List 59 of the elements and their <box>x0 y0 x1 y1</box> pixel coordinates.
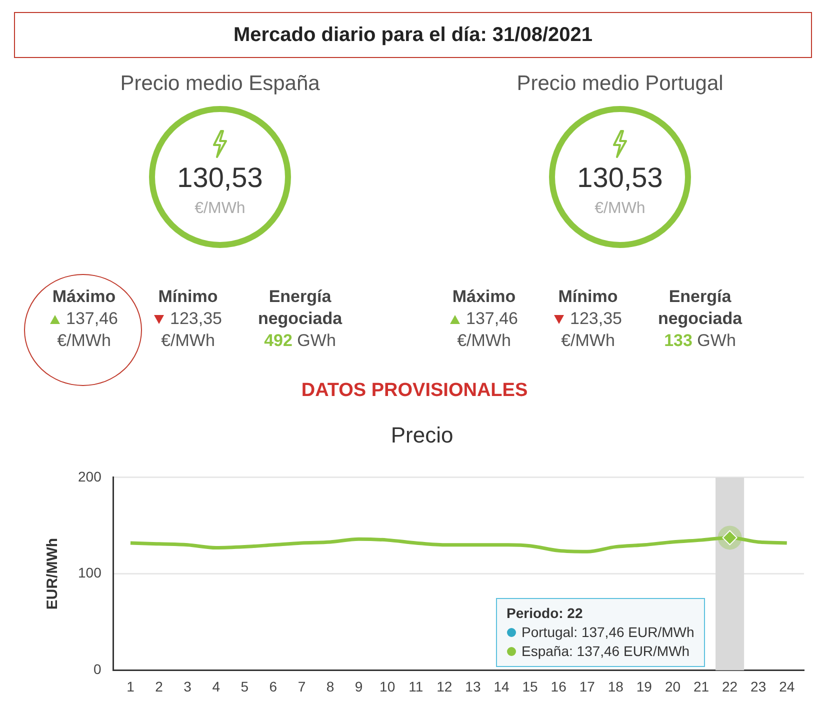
x-tick-label: 1 <box>126 678 135 694</box>
text: DATOS PROVISIONALES <box>300 380 529 402</box>
y-tick-label: 100 <box>78 564 102 581</box>
text: Precio medio Portugal <box>516 72 724 96</box>
text: Energía negociada <box>258 287 342 328</box>
text: 133 <box>664 331 692 350</box>
y-tick-label: 200 <box>78 468 102 484</box>
text: 130,53 <box>176 162 264 194</box>
x-tick-label: 6 <box>269 678 278 694</box>
x-tick-label: 22 <box>722 678 738 694</box>
text: €/MWh <box>194 200 246 218</box>
text: Máximo <box>52 287 116 306</box>
x-tick-label: 21 <box>693 678 710 694</box>
x-tick-label: 16 <box>550 678 567 694</box>
x-tick-label: 18 <box>608 678 624 694</box>
text: 123,35 <box>570 309 622 328</box>
text: 137,46 <box>66 309 118 328</box>
x-tick-label: 19 <box>636 678 652 694</box>
x-tick-label: 14 <box>494 678 510 694</box>
x-tick-label: 24 <box>779 678 795 694</box>
x-tick-label: 12 <box>436 678 452 694</box>
text: Mínimo <box>158 287 218 306</box>
text: €/MWh <box>161 331 215 350</box>
x-tick-label: 7 <box>298 678 306 694</box>
annotation: Periodo: 22 <box>506 605 583 622</box>
text: €/MWh <box>561 331 615 350</box>
text: 137,46 <box>466 309 518 328</box>
x-tick-label: 3 <box>184 678 192 694</box>
chart-title: Precio <box>390 422 454 448</box>
text: Mercado diario para el día: 31/08/2021 <box>14 12 812 58</box>
text: Máximo <box>452 287 516 306</box>
text: 492 <box>264 331 292 350</box>
tooltip-box: Periodo: 22 Portugal: 137,46 EUR/MWh España: 137,46 EUR/MWh <box>496 598 706 668</box>
annotation: Portugal: 137,46 EUR/MWh <box>522 624 694 640</box>
text: €/MWh <box>594 200 646 218</box>
y-axis-title: EUR/MWh <box>44 538 62 610</box>
x-tick-label: 20 <box>664 678 681 694</box>
text: Energía negociada <box>658 287 742 328</box>
x-tick-label: 5 <box>240 678 249 694</box>
x-tick-label: 2 <box>155 678 164 694</box>
text: €/MWh <box>457 331 511 350</box>
annotation: España: 137,46 EUR/MWh <box>522 643 690 660</box>
text: Mínimo <box>558 287 618 306</box>
x-tick-label: 15 <box>522 678 538 694</box>
text: GWh <box>296 331 336 350</box>
text: €/MWh <box>57 331 111 350</box>
x-tick-label: 9 <box>354 678 363 694</box>
x-tick-label: 17 <box>579 678 596 694</box>
x-tick-label: 13 <box>465 678 481 694</box>
x-tick-label: 11 <box>408 678 424 694</box>
text: 130,53 <box>576 162 664 194</box>
x-tick-label: 8 <box>326 678 334 694</box>
y-tick-label: 0 <box>94 661 102 678</box>
text: GWh <box>696 331 736 350</box>
x-tick-label: 4 <box>212 678 220 694</box>
x-tick-label: 10 <box>380 678 396 694</box>
text: Precio medio España <box>119 72 321 96</box>
x-tick-label: 23 <box>750 678 766 694</box>
text: 123,35 <box>170 309 222 328</box>
